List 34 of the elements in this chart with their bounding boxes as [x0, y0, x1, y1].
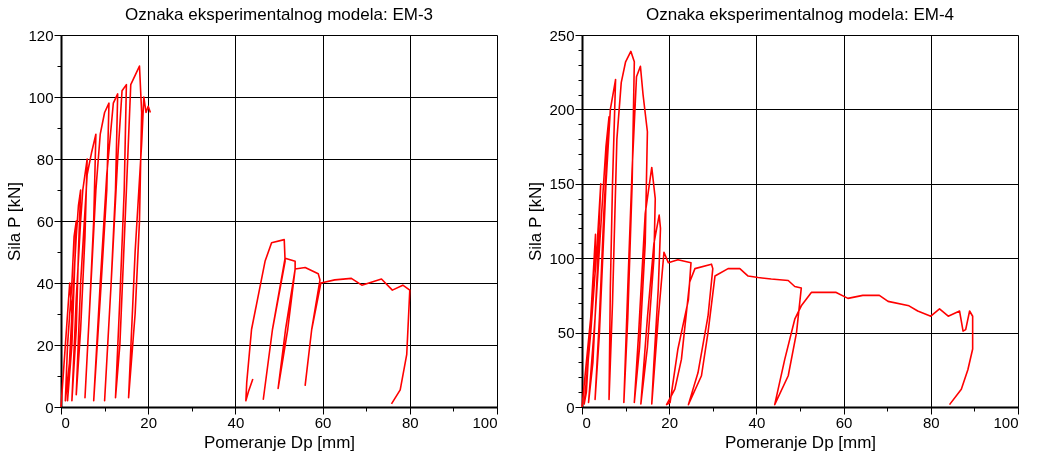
- y-tick-label: 120: [28, 26, 54, 44]
- x-tick-label: 0: [582, 413, 591, 431]
- line-series: [581, 50, 974, 408]
- y-tick-label: 80: [36, 150, 54, 168]
- y-tick-label: 20: [36, 336, 54, 354]
- x-tick-label: 40: [748, 413, 766, 431]
- chart-title: Oznaka eksperimentalnog modela: EM-3: [124, 5, 434, 24]
- y-axis-title: Sila P [kN]: [526, 181, 546, 262]
- y-tick-label: 0: [45, 398, 54, 416]
- y-tick-label: 100: [549, 249, 575, 267]
- x-tick-label: 0: [61, 413, 70, 431]
- line-series: [245, 238, 411, 405]
- y-tick-label: 0: [566, 398, 575, 416]
- y-tick-label: 150: [549, 175, 575, 193]
- x-tick-label: 40: [227, 413, 245, 431]
- x-tick-label: 80: [922, 413, 940, 431]
- chart-title: Oznaka eksperimentalnog modela: EM-4: [645, 5, 955, 24]
- x-axis-title: Pomeranje Dp [mm]: [203, 432, 356, 452]
- y-tick-label: 60: [36, 212, 54, 230]
- x-tick-label: 20: [140, 413, 158, 431]
- y-tick-label: 50: [557, 324, 575, 342]
- y-axis-title: Sila P [kN]: [5, 181, 25, 262]
- x-tick-label: 20: [661, 413, 679, 431]
- x-tick-label: 80: [401, 413, 419, 431]
- y-tick-label: 100: [28, 88, 54, 106]
- y-tick-label: 40: [36, 274, 54, 292]
- y-tick-label: 200: [549, 100, 575, 118]
- x-tick-label: 100: [993, 413, 1019, 431]
- x-axis-title: Pomeranje Dp [mm]: [724, 432, 877, 452]
- x-tick-label: 60: [314, 413, 332, 431]
- y-tick-label: 250: [549, 26, 575, 44]
- x-tick-label: 60: [835, 413, 853, 431]
- x-tick-label: 100: [472, 413, 498, 431]
- line-series: [60, 65, 152, 408]
